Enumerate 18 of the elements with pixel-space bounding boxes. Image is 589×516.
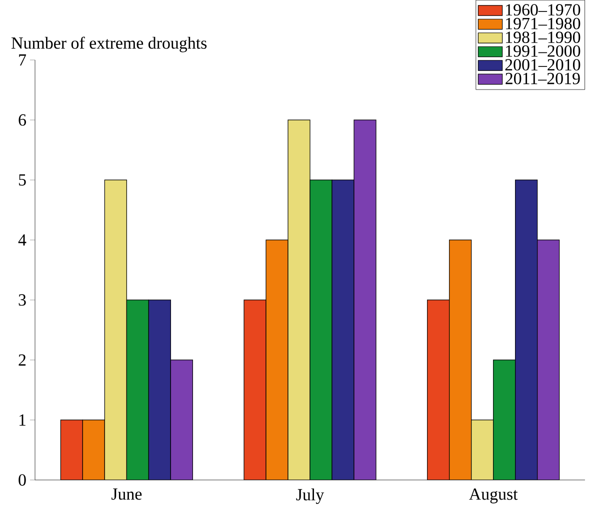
x-tick-label: August — [469, 488, 518, 504]
legend-label: 1991–2000 — [506, 45, 580, 57]
y-tick-label: 3 — [18, 294, 26, 306]
y-tick-label: 2 — [18, 354, 26, 366]
y-tick-label: 5 — [19, 174, 26, 186]
legend-label: 2011–2019 — [506, 72, 580, 84]
x-tick-label: June — [112, 488, 142, 500]
legend-label: 2001–2010 — [505, 59, 580, 71]
legend-label: 1981–1990 — [506, 32, 580, 44]
y-tick-label: 7 — [19, 54, 26, 66]
x-tick-label: July — [296, 488, 324, 504]
legend-label: 1960–1970 — [506, 4, 580, 16]
y-tick-label: 6 — [18, 114, 26, 126]
y-axis-title: Number of extreme droughts — [12, 36, 207, 52]
legend-label: 1971–1980 — [506, 18, 580, 30]
y-tick-label: 1 — [20, 414, 26, 426]
y-tick-label: 4 — [18, 234, 26, 246]
y-tick-label: 0 — [18, 474, 26, 486]
